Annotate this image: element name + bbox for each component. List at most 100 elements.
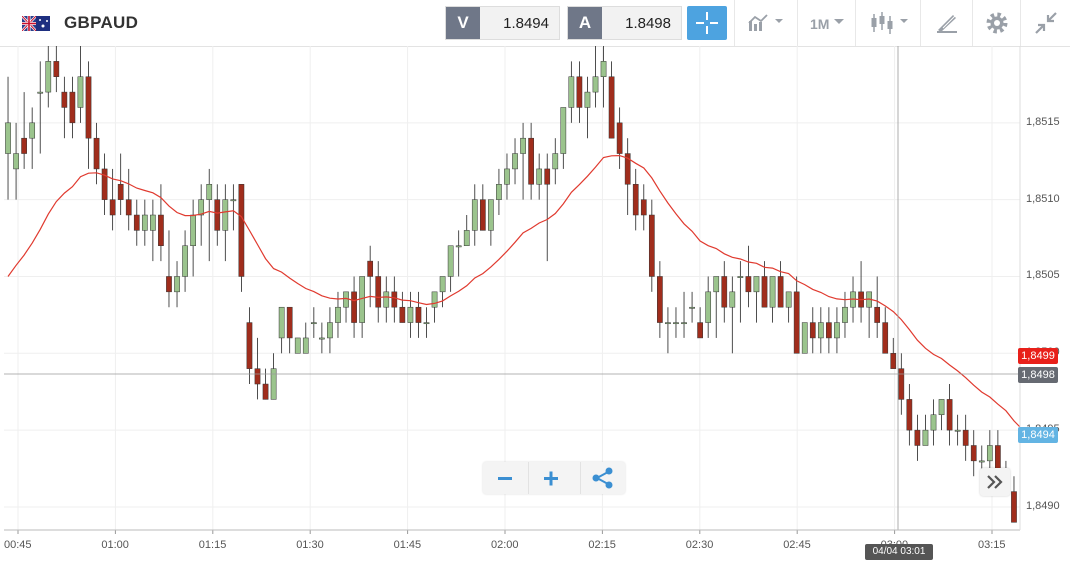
candle-body-up: [954, 429, 961, 432]
candle-body-down: [697, 322, 703, 339]
candle: [262, 368, 269, 400]
y-tick-label: 1,8515: [1026, 115, 1060, 128]
candle-body-up: [520, 137, 526, 154]
candle: [785, 291, 792, 323]
settings-button[interactable]: [972, 0, 1020, 46]
candle-body-up: [705, 291, 712, 323]
candle-body-down: [890, 353, 897, 369]
x-tick-label: 03:15: [978, 539, 1006, 551]
candle-body-down: [238, 184, 245, 277]
zoom-out-button[interactable]: [483, 462, 527, 494]
candle: [69, 76, 76, 139]
candle: [930, 399, 937, 446]
zoom-in-button[interactable]: [528, 462, 573, 494]
chart-grid: [4, 46, 1020, 534]
candle: [689, 291, 695, 323]
candle: [198, 184, 205, 246]
candle-body-up: [5, 122, 11, 154]
candle-body-up: [222, 199, 229, 231]
crosshair-time-tag: 04/04 03:01: [865, 544, 933, 560]
candle-body-up: [278, 306, 285, 339]
sell-price-box[interactable]: V 1.8494: [445, 6, 560, 40]
candle: [697, 307, 703, 339]
candle: [608, 61, 615, 139]
candle: [367, 245, 374, 308]
buy-price-box[interactable]: A 1.8498: [567, 6, 682, 40]
candle-body-up: [737, 276, 744, 278]
candle-body-down: [882, 322, 889, 354]
drawing-tools-icon: [937, 15, 957, 33]
candle: [528, 122, 534, 200]
x-tick-label: 01:45: [393, 539, 422, 551]
candle: [29, 107, 36, 169]
candle-body-up: [842, 306, 848, 323]
candle-body-down: [254, 368, 261, 385]
candle: [801, 322, 808, 354]
candle: [560, 107, 567, 169]
share-button[interactable]: [580, 462, 625, 494]
candle: [479, 184, 486, 231]
candle-body-up: [198, 199, 205, 216]
candle: [665, 307, 671, 354]
candle-body-down: [616, 122, 623, 154]
candle: [600, 46, 607, 108]
price-chart[interactable]: [0, 46, 1070, 567]
candle-body-down: [109, 199, 116, 216]
candle: [21, 92, 27, 169]
candle-body-down: [246, 322, 253, 369]
candle: [488, 199, 494, 246]
candle: [133, 199, 140, 246]
candle: [182, 230, 188, 292]
candle-body-down: [745, 276, 752, 293]
candle: [222, 184, 229, 262]
candle-body-down: [721, 276, 728, 308]
candle-body-down: [53, 61, 60, 77]
buy-badge: A: [568, 7, 602, 39]
candle: [842, 291, 848, 338]
candle-body-up: [407, 306, 414, 323]
candle-body-down: [648, 214, 655, 277]
candle-body-up: [801, 322, 808, 354]
candle-body-down: [962, 429, 969, 446]
buy-price: 1.8498: [625, 15, 671, 32]
candle: [648, 199, 655, 292]
candle-body-up: [552, 153, 559, 170]
candle-body-down: [1011, 491, 1017, 523]
candle-body-up: [206, 184, 213, 200]
candle: [190, 199, 196, 277]
candle: [45, 46, 52, 108]
x-tick-label: 00:45: [4, 539, 32, 551]
candle: [471, 184, 478, 246]
chart-style-button[interactable]: [734, 0, 797, 46]
candle: [399, 291, 406, 323]
sell-badge: V: [446, 7, 480, 39]
candle: [214, 184, 221, 246]
candle: [125, 168, 132, 231]
candle-body-up: [512, 153, 518, 170]
crosshair-button[interactable]: [687, 6, 727, 40]
candle: [150, 199, 156, 262]
candle: [246, 307, 253, 385]
x-tick-label: 02:45: [783, 539, 811, 551]
candle-body-down: [793, 291, 800, 354]
candle-body-down: [101, 168, 108, 200]
scroll-to-latest-button[interactable]: [980, 468, 1010, 496]
candle-type-button[interactable]: [855, 0, 920, 46]
candle-body-down: [576, 76, 583, 108]
instrument-symbol[interactable]: GBPAUD: [64, 13, 139, 32]
collapse-button[interactable]: [1020, 0, 1070, 46]
x-tick-label: 01:00: [101, 539, 129, 551]
candle: [230, 184, 237, 231]
candle: [890, 337, 897, 369]
y-tick-label: 1,8490: [1026, 499, 1060, 512]
timeframe-dropdown[interactable]: 1M: [797, 0, 855, 46]
share-icon: [592, 467, 613, 489]
ma-value-tag: 1,8499: [1018, 348, 1058, 364]
candle-body-down: [214, 199, 221, 231]
candle: [858, 261, 864, 323]
candle-body-down: [158, 214, 164, 246]
candle-body-up: [431, 291, 438, 308]
candle: [1011, 476, 1017, 523]
drawing-tools-button[interactable]: [920, 0, 972, 46]
candle: [375, 261, 382, 323]
